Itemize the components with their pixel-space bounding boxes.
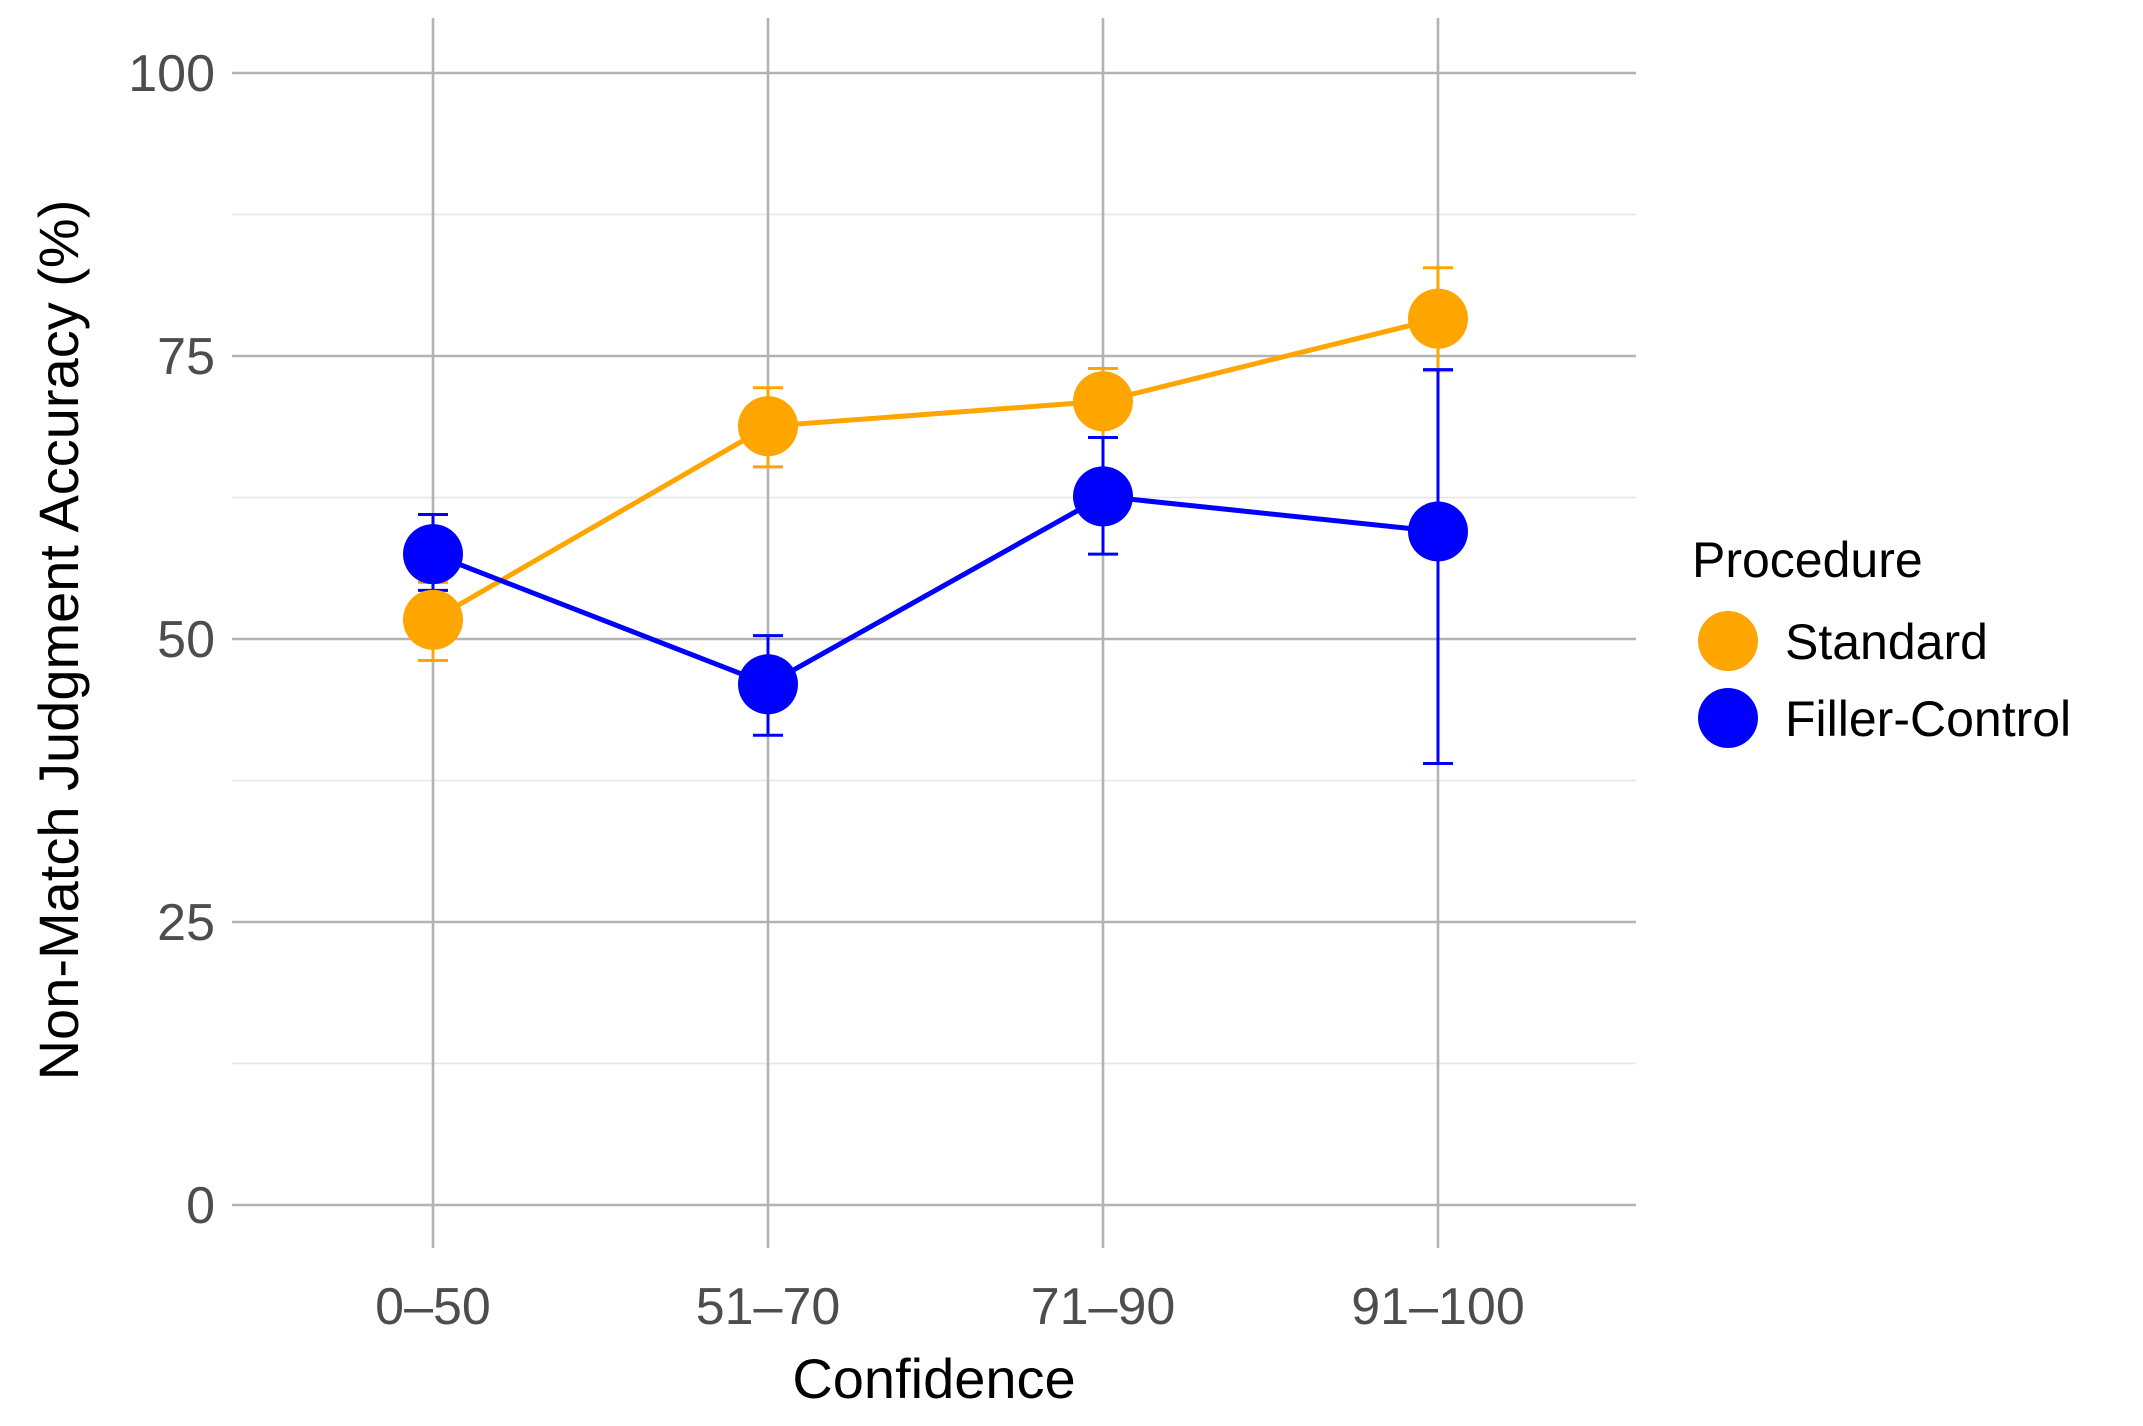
data-point (1073, 466, 1133, 527)
x-tick-label: 71–90 (1031, 1278, 1176, 1336)
y-tick-label: 100 (128, 45, 215, 103)
y-tick-label: 0 (186, 1177, 215, 1235)
series-filler-control (418, 368, 1453, 766)
error-bar (1423, 368, 1453, 766)
legend-label: Filler-Control (1785, 691, 2071, 747)
data-point (403, 524, 463, 585)
series-line (431, 316, 1439, 622)
series-line (432, 493, 1439, 687)
data-point (738, 396, 798, 457)
y-tick-label: 50 (157, 611, 215, 669)
axis-layer: Non-Match Judgment Accuracy (%) Confiden… (27, 45, 1525, 1410)
data-point (1408, 288, 1468, 349)
data-point (1408, 501, 1468, 562)
data-point (738, 654, 798, 715)
y-axis-title: Non-Match Judgment Accuracy (%) (27, 200, 90, 1081)
x-tick-label: 91–100 (1351, 1278, 1525, 1336)
legend-key (1698, 611, 1758, 671)
legend-key (1698, 688, 1758, 748)
data-point (1073, 371, 1133, 432)
x-tick-label: 51–70 (696, 1278, 841, 1336)
x-tick-label: 0–50 (375, 1278, 491, 1336)
y-tick-label: 75 (157, 328, 215, 386)
series-layer (403, 266, 1468, 766)
legend-item: Filler-Control (1698, 688, 2071, 748)
series-standard (418, 266, 1453, 663)
legend-label: Standard (1785, 614, 1988, 670)
legend-title: Procedure (1692, 532, 1923, 588)
y-tick-label: 25 (157, 894, 215, 952)
legend: Procedure Standard Filler-Control (1692, 532, 2071, 748)
legend-item: Standard (1698, 611, 1988, 671)
x-axis-title: Confidence (792, 1347, 1075, 1410)
data-point (403, 589, 463, 650)
